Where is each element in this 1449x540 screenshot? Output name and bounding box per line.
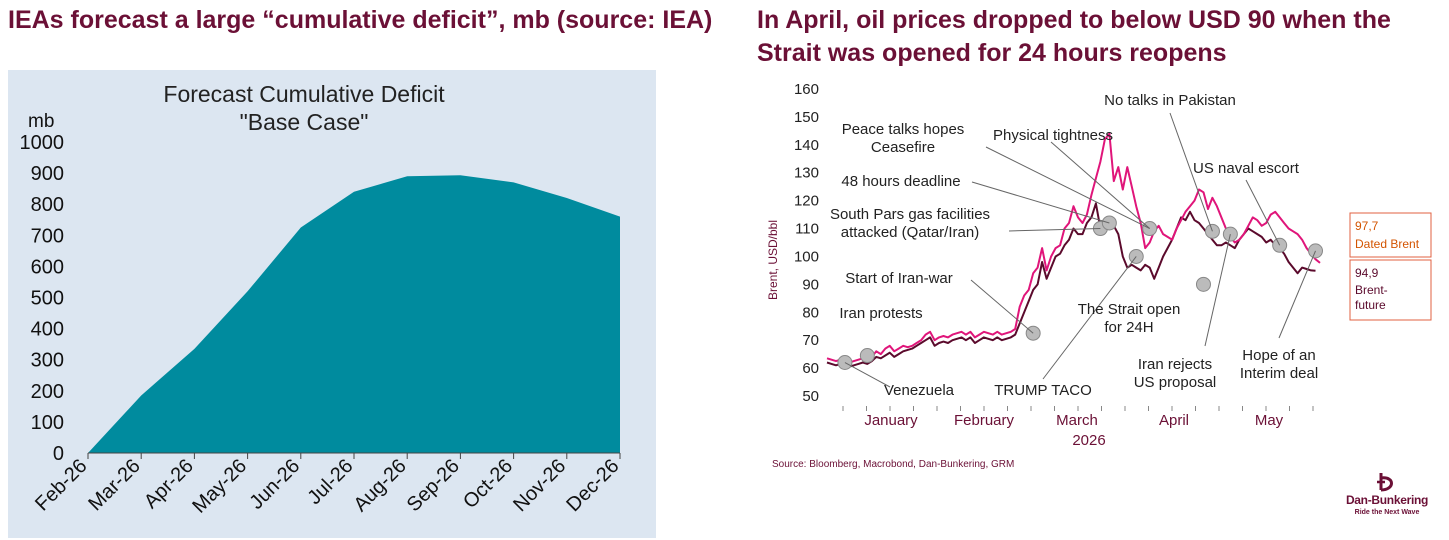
y-tick-label: 100 <box>31 412 64 434</box>
annotation-leader <box>970 279 1034 334</box>
logo-mark-icon <box>1377 473 1393 492</box>
y-tick-label: 160 <box>794 81 819 98</box>
annotation-leader <box>1042 256 1137 380</box>
event-annotation: The Strait open for 24H <box>1078 301 1181 336</box>
event-marker <box>1204 223 1220 239</box>
event-annotation: US naval escort <box>1193 160 1300 177</box>
oil-price-chart: Brent, USD/bbl 50 60 70 80 90 100 110 120 130 140 1… <box>766 81 1432 449</box>
annotation-leader <box>1278 250 1316 339</box>
y-tick-label: 150 <box>794 109 819 126</box>
x-year-label: 2026 <box>1072 432 1105 449</box>
chart-title: Forecast Cumulative Deficit <box>163 81 445 107</box>
dan-bunkering-logo: Dan-Bunkering Ride the Next Wave <box>1335 470 1445 530</box>
annotation-leader <box>844 362 891 388</box>
event-annotation: Hope of an Interim deal <box>1240 347 1318 382</box>
brent-future-label-box <box>1349 259 1432 321</box>
dated-brent-end-value: 97,7 <box>1355 219 1379 233</box>
annotation-leader <box>985 146 1150 229</box>
x-month-label: February <box>954 412 1015 429</box>
y-tick-label: 70 <box>802 332 819 349</box>
y-axis-title: Brent, USD/bbl <box>766 220 780 300</box>
brent-future-end-value: 94,9 <box>1355 266 1379 280</box>
y-tick-label: 700 <box>31 225 64 247</box>
annotation-leader <box>1050 141 1151 229</box>
annotation-leader <box>971 181 1110 224</box>
y-tick-label: 60 <box>802 360 819 377</box>
source-note: Source: Bloomberg, Macrobond, Dan-Bunker… <box>772 459 1015 470</box>
y-axis-label: mb <box>28 111 54 132</box>
y-tick-label: 1000 <box>20 132 65 154</box>
x-month-label: March <box>1056 412 1098 429</box>
event-marker <box>1128 248 1144 264</box>
event-annotation: Venezuela <box>884 382 955 399</box>
y-tick-label: 120 <box>794 193 819 210</box>
event-annotation: South Pars gas facilities attacked (Qatar… <box>830 206 990 241</box>
event-annotation: Start of Iran-war <box>845 270 953 287</box>
event-marker <box>859 348 875 364</box>
x-month-label: May <box>1255 412 1284 429</box>
y-tick-label: 100 <box>794 248 819 265</box>
left-chart-heading: IEAs forecast a large “cumulative defici… <box>8 6 713 34</box>
event-marker <box>1195 276 1211 292</box>
y-tick-label: 130 <box>794 165 819 182</box>
y-tick-label: 110 <box>795 221 819 238</box>
y-tick-label: 0 <box>53 443 64 465</box>
y-tick-label: 140 <box>794 137 819 154</box>
brent-future-end-name: Brent-future <box>1355 283 1388 312</box>
y-tick-label: 300 <box>31 350 64 372</box>
dated-brent-label-box <box>1349 212 1432 258</box>
event-annotation: TRUMP TACO <box>994 382 1092 399</box>
event-annotation: Peace talks hopes Ceasefire <box>842 121 965 156</box>
logo-tagline: Ride the Next Wave <box>1354 509 1420 516</box>
right-chart-heading: In April, oil prices dropped to below US… <box>757 6 1391 67</box>
x-month-label: January <box>864 412 918 429</box>
y-tick-label: 800 <box>31 194 64 216</box>
annotation-leader <box>1245 179 1281 246</box>
y-tick-label: 500 <box>31 288 64 310</box>
logo-text: Dan-Bunkering <box>1345 493 1429 507</box>
annotation-leader <box>1008 228 1101 232</box>
brent-future-line <box>826 202 1316 368</box>
chart-subtitle: "Base Case" <box>240 109 369 135</box>
y-tick-label: 200 <box>31 381 64 403</box>
y-tick-label: 80 <box>802 304 819 321</box>
dated-brent-line <box>826 132 1321 364</box>
cumulative-deficit-chart: Forecast Cumulative Deficit"Base Case" mb… <box>8 70 656 538</box>
y-tick-label: 400 <box>31 319 64 341</box>
event-annotation: Physical tightness <box>993 127 1113 144</box>
y-tick-label: 600 <box>31 256 64 278</box>
event-annotation: 48 hours deadline <box>841 173 960 190</box>
annotation-leader <box>1169 112 1213 232</box>
x-month-label: April <box>1159 412 1189 429</box>
deficit-area <box>88 175 620 453</box>
event-annotation: Iran protests <box>839 305 922 322</box>
y-tick-label: 50 <box>802 388 819 405</box>
y-tick-label: 90 <box>802 276 819 293</box>
y-tick-label: 900 <box>31 163 64 185</box>
dated-brent-end-name: Dated Brent <box>1355 237 1420 251</box>
event-annotation: No talks in Pakistan <box>1104 92 1236 109</box>
annotation-leader <box>1204 234 1231 347</box>
event-marker <box>837 355 853 371</box>
event-annotation: Iran rejects US proposal <box>1134 356 1217 391</box>
